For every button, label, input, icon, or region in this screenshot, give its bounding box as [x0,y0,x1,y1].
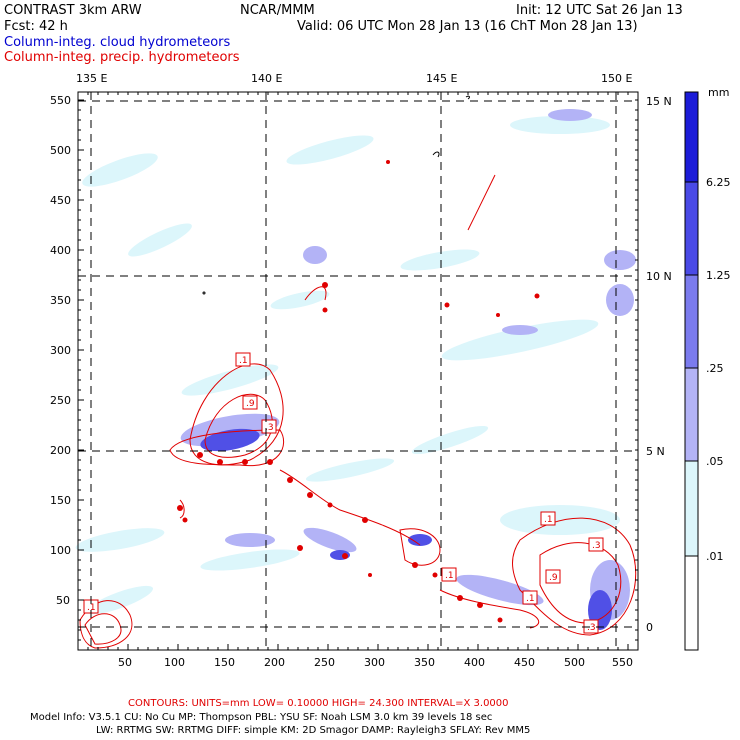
colorbar-frame [684,91,699,651]
contour-label: .9 [242,395,258,410]
y-index-label: 300 [50,344,71,357]
colorbar-level: 6.25 [706,176,731,189]
map-panel [78,92,638,650]
tick-marks [77,92,639,651]
y-index-label: 550 [50,94,71,107]
y-index-label: 250 [50,394,71,407]
y-index-label: 350 [50,294,71,307]
contour-label: .3 [588,537,604,552]
x-index-label: 400 [464,656,485,669]
x-index-label: 50 [118,656,132,669]
x-index-label: 550 [612,656,633,669]
colorbar-level: .05 [706,455,724,468]
colorbar-unit: mm [708,86,729,99]
precip-cells [177,160,540,623]
org-title: NCAR/MMM [240,3,315,18]
model-info-line2: LW: RRTMG SW: RRTMG DIFF: simple KM: 2D … [96,725,531,736]
svg-text:.1: .1 [526,594,535,604]
contour-label: .9 [545,569,561,584]
lon-label: 135 E [76,72,107,85]
colorbar-level: .25 [706,362,724,375]
colorbar: mm 6.25 1.25 .25 .05 .01 [684,86,731,651]
valid-time: Valid: 06 UTC Mon 28 Jan 13 (16 ChT Mon … [297,19,638,34]
model-title: CONTRAST 3km ARW [4,3,142,18]
y-index-label: 50 [56,594,70,607]
svg-text:.1: .1 [544,515,553,525]
lon-labels: 135 E 140 E 145 E 150 E [76,72,632,85]
contour-label: .1 [235,352,251,367]
forecast-hour: Fcst: 42 h [4,19,68,34]
x-index-label: 200 [264,656,285,669]
legend-cloud: Column-integ. cloud hydrometeors [4,35,231,50]
svg-text:.1: .1 [87,603,96,613]
y-index-label: 100 [50,544,71,557]
lat-labels: 15 N 10 N 5 N 0 [646,95,672,634]
svg-text:.1: .1 [239,356,248,366]
y-index-label: 400 [50,244,71,257]
coastline [202,95,470,295]
lat-label: 5 N [646,445,665,458]
svg-text:.9: .9 [549,573,558,583]
colorbar-band [685,92,698,182]
svg-text:.3: .3 [587,623,596,633]
x-index-label: 250 [314,656,335,669]
y-index-label: 450 [50,194,71,207]
lat-label: 10 N [646,270,672,283]
colorbar-band [685,275,698,368]
x-index-label: 450 [514,656,535,669]
colorbar-band [685,368,698,461]
colorbar-band [685,556,698,650]
x-index-labels: 50 100 150 200 250 300 350 400 450 500 5… [118,656,633,669]
contour-info: CONTOURS: UNITS=mm LOW= 0.10000 HIGH= 24… [128,698,509,709]
graticule [78,92,638,650]
lon-label: 150 E [601,72,632,85]
colorbar-band [685,182,698,275]
y-index-label: 150 [50,494,71,507]
y-index-label: 500 [50,144,71,157]
lon-label: 140 E [251,72,282,85]
lat-label: 0 [646,621,653,634]
svg-text:.3: .3 [265,423,274,433]
x-index-label: 500 [564,656,585,669]
y-index-labels: 550 500 450 400 350 300 250 200 150 100 … [50,94,71,607]
lat-label: 15 N [646,95,672,108]
contour-label: .1 [441,567,457,582]
svg-text:.3: .3 [592,541,601,551]
y-index-label: 200 [50,444,71,457]
legend-precip: Column-integ. precip. hydrometeors [4,50,240,65]
svg-text:.9: .9 [246,399,255,409]
x-index-label: 150 [214,656,235,669]
svg-text:.1: .1 [445,571,454,581]
contour-label: .1 [522,590,538,605]
model-info-line1: Model Info: V3.5.1 CU: No Cu MP: Thompso… [30,712,493,723]
lon-label: 145 E [426,72,457,85]
x-index-label: 100 [164,656,185,669]
colorbar-level: 1.25 [706,269,731,282]
contour-labels: .1 .9 .3 .1 .1 .3 .9 .1 .1 .3 [83,352,604,634]
colorbar-band [685,461,698,556]
init-time: Init: 12 UTC Sat 26 Jan 13 [516,3,683,18]
x-index-label: 350 [414,656,435,669]
contour-label: .3 [261,419,277,434]
contour-label: .1 [540,511,556,526]
x-index-label: 300 [364,656,385,669]
colorbar-level: .01 [706,550,724,563]
